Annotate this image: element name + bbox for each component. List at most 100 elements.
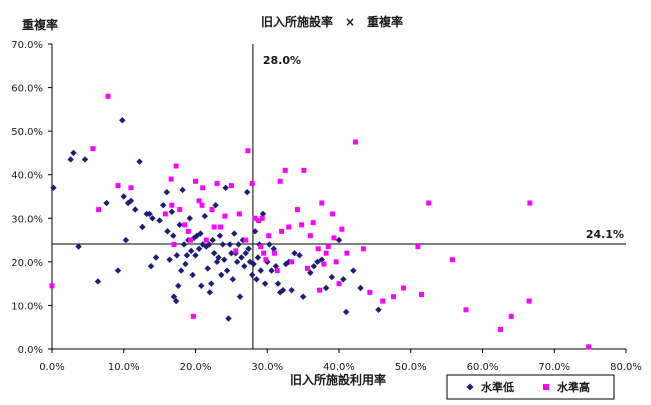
- x-tick-label: 0.0%: [39, 362, 64, 373]
- data-point-low: [70, 149, 77, 157]
- data-point-low: [81, 156, 89, 163]
- data-point-low: [192, 252, 199, 259]
- data-point-low: [270, 245, 277, 252]
- data-point-high: [243, 237, 249, 243]
- horizontal-reference-label: 24.1%: [586, 228, 624, 241]
- data-point-high: [331, 235, 337, 241]
- data-point-high: [315, 246, 321, 252]
- data-point-high: [90, 146, 96, 152]
- data-point-low: [180, 241, 188, 248]
- y-tick-label: 50.0%: [11, 127, 43, 138]
- data-point-low: [163, 188, 170, 196]
- data-point-low: [266, 241, 273, 248]
- data-point-high: [171, 241, 177, 247]
- data-point-low: [176, 221, 183, 229]
- data-point-low: [168, 208, 176, 215]
- data-point-low: [139, 223, 146, 231]
- data-point-high: [128, 185, 134, 191]
- data-point-low: [314, 258, 321, 266]
- data-point-low: [170, 232, 177, 239]
- data-point-high: [185, 228, 191, 234]
- data-point-high: [236, 211, 242, 217]
- data-point-high: [380, 298, 386, 304]
- data-point-low: [94, 278, 102, 285]
- data-point-high: [333, 259, 339, 265]
- data-point-high: [286, 224, 292, 230]
- data-point-low: [190, 234, 198, 242]
- data-point-low: [197, 230, 204, 237]
- data-point-low: [103, 199, 110, 207]
- data-point-low: [183, 252, 191, 259]
- data-point-low: [210, 249, 218, 257]
- data-point-low: [204, 265, 211, 272]
- data-point-low: [127, 197, 135, 205]
- data-point-high: [96, 207, 102, 213]
- data-point-high: [323, 250, 329, 256]
- data-point-low: [340, 276, 347, 283]
- data-point-high: [169, 202, 175, 208]
- data-point-high: [203, 237, 209, 243]
- data-point-low: [248, 271, 256, 279]
- data-point-low: [223, 267, 231, 274]
- data-point-high: [271, 250, 277, 256]
- data-point-low: [350, 267, 357, 274]
- data-point-high: [274, 268, 280, 274]
- data-point-low: [206, 289, 214, 296]
- data-point-low: [173, 252, 181, 259]
- data-point-low: [299, 293, 307, 300]
- data-point-high: [527, 200, 533, 206]
- data-point-low: [229, 276, 237, 283]
- data-point-high: [289, 259, 295, 265]
- data-point-low: [146, 210, 153, 218]
- data-point-low: [119, 117, 126, 124]
- data-point-low: [114, 267, 122, 274]
- y-tick-label: 70.0%: [11, 40, 43, 51]
- data-point-high: [299, 222, 305, 228]
- data-point-low: [136, 158, 143, 165]
- x-axis-title: 旧入所施設利用率: [290, 372, 386, 387]
- data-point-high: [321, 261, 327, 267]
- data-point-low: [215, 254, 222, 261]
- y-tick-labels: 0.0% 10.0% 20.0% 30.0% 40.0% 50.0% 60.0% 70.0%: [11, 40, 43, 356]
- data-point-high: [209, 207, 215, 213]
- data-point-low: [156, 217, 163, 224]
- data-point-low: [253, 276, 260, 283]
- x-tick-label: 30.0%: [251, 362, 283, 373]
- data-point-low: [245, 245, 252, 252]
- data-point-high: [426, 200, 432, 206]
- x-tick-label: 50.0%: [395, 362, 427, 373]
- data-point-low: [50, 184, 57, 191]
- data-point-high: [367, 289, 373, 295]
- data-point-high: [245, 148, 251, 154]
- data-point-low: [122, 236, 130, 244]
- data-point-low: [120, 193, 127, 200]
- data-point-low: [132, 206, 139, 213]
- data-point-high: [259, 215, 265, 221]
- data-point-high: [182, 222, 188, 228]
- y-tick-label: 10.0%: [11, 301, 43, 312]
- data-point-high: [463, 307, 469, 313]
- data-point-low: [160, 202, 167, 209]
- y-tick-label: 20.0%: [11, 258, 43, 269]
- data-point-high: [193, 178, 198, 184]
- data-point-low: [272, 263, 280, 270]
- data-point-low: [254, 254, 262, 261]
- data-point-low: [251, 228, 259, 235]
- data-point-high: [319, 200, 325, 206]
- data-point-high: [49, 283, 55, 289]
- data-point-low: [328, 273, 336, 281]
- data-point-high: [497, 326, 503, 332]
- data-point-high: [317, 287, 323, 293]
- axes: [48, 43, 627, 353]
- data-point-low: [235, 241, 242, 248]
- data-point-low: [231, 230, 238, 237]
- data-point-high: [105, 93, 111, 99]
- data-point-low: [288, 286, 295, 294]
- data-point-high: [508, 313, 514, 319]
- data-point-low: [228, 249, 235, 257]
- data-point-high: [190, 313, 196, 319]
- data-point-high: [415, 244, 421, 250]
- data-point-low: [152, 254, 160, 261]
- data-point-low: [233, 258, 241, 266]
